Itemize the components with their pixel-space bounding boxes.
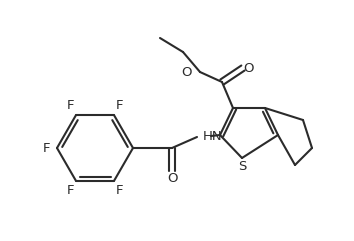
Text: F: F	[116, 184, 123, 197]
Text: F: F	[67, 99, 74, 112]
Text: HN: HN	[203, 129, 223, 142]
Text: F: F	[67, 184, 74, 197]
Text: O: O	[167, 173, 177, 186]
Text: S: S	[238, 161, 246, 174]
Text: O: O	[182, 66, 192, 79]
Text: F: F	[42, 141, 50, 154]
Text: F: F	[116, 99, 123, 112]
Text: O: O	[244, 61, 254, 74]
